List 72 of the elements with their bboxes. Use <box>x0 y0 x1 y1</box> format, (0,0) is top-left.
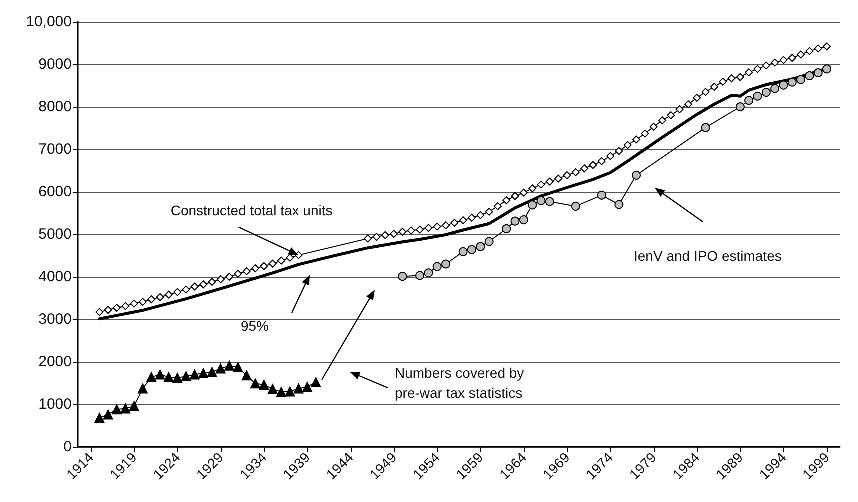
point <box>476 242 486 252</box>
point <box>398 272 408 282</box>
point <box>701 123 710 132</box>
point <box>164 372 174 382</box>
point <box>528 200 538 210</box>
y-tick-label: 5000 <box>38 226 72 243</box>
point <box>632 170 642 180</box>
point <box>155 370 166 380</box>
y-tick-label: 1000 <box>38 396 72 413</box>
point <box>770 84 780 94</box>
point <box>242 370 252 381</box>
point <box>467 245 476 254</box>
point <box>597 190 606 200</box>
point <box>190 370 200 380</box>
point <box>311 377 322 388</box>
point <box>805 71 814 80</box>
y-tick-label: 7000 <box>38 141 72 158</box>
point <box>181 371 192 382</box>
point <box>259 380 270 390</box>
point <box>103 410 114 420</box>
annotation: 95% <box>240 318 270 334</box>
y-tick-label: 4000 <box>38 268 72 286</box>
y-tick-label: 0 <box>64 438 72 456</box>
point <box>762 88 771 98</box>
point <box>519 216 528 225</box>
point <box>736 102 745 112</box>
point <box>94 413 105 424</box>
point <box>276 387 286 398</box>
point <box>424 268 434 278</box>
y-tick-label: 8000 <box>38 98 72 116</box>
point <box>822 64 832 74</box>
point <box>233 362 244 373</box>
point <box>814 68 823 78</box>
point <box>442 260 451 269</box>
y-tick-label: 6000 <box>38 184 72 200</box>
point <box>172 373 183 384</box>
point <box>484 237 494 246</box>
point <box>146 372 157 382</box>
point <box>502 224 512 234</box>
point <box>744 96 754 106</box>
point <box>614 200 624 210</box>
point <box>294 384 304 394</box>
point <box>224 360 235 371</box>
point <box>458 247 468 256</box>
point <box>788 78 797 87</box>
annotation: Constructed total tax units <box>170 202 333 218</box>
point <box>216 364 226 374</box>
point <box>416 271 425 280</box>
point <box>571 202 580 211</box>
annotation: Numbers covered by pre-war tax statistics <box>395 365 524 401</box>
point <box>120 404 131 414</box>
point <box>536 196 546 206</box>
point <box>510 216 520 226</box>
y-tick-label: 10,000 <box>26 14 72 30</box>
point <box>112 404 122 415</box>
y-tick-label: 2000 <box>38 354 72 370</box>
point <box>138 384 148 394</box>
point <box>302 382 312 392</box>
point <box>796 75 806 84</box>
point <box>250 378 261 389</box>
point <box>198 368 209 378</box>
y-tick-label: 9000 <box>38 56 72 73</box>
point <box>545 197 554 206</box>
y-tick-label: 3000 <box>38 311 72 328</box>
point <box>285 386 296 397</box>
point <box>779 80 788 90</box>
annotation: IenV and IPO estimates <box>634 248 782 264</box>
point <box>129 401 140 412</box>
point <box>753 92 762 101</box>
point <box>432 262 442 272</box>
point <box>207 367 218 378</box>
point <box>268 384 278 394</box>
